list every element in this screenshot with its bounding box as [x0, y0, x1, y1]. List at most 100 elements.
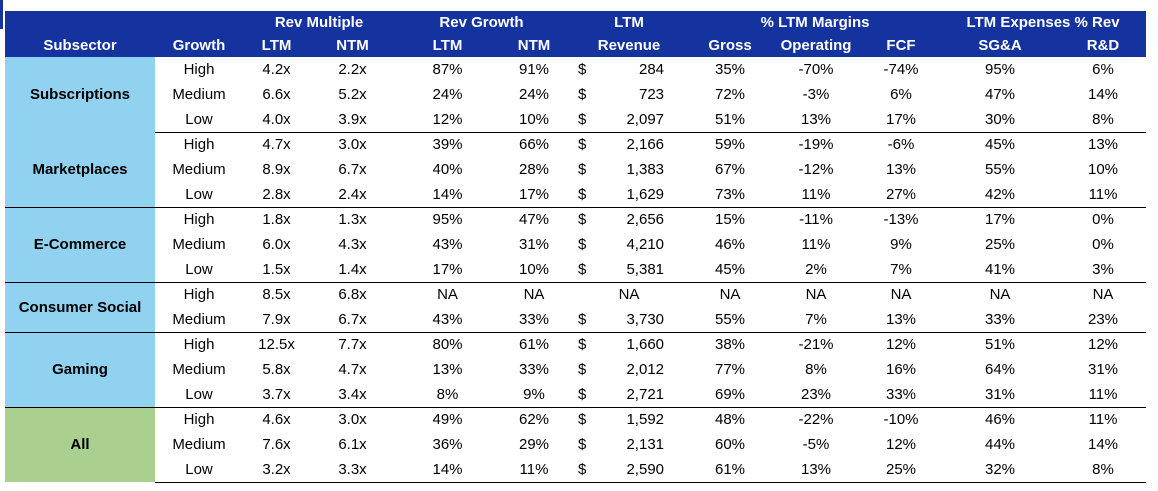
- growth-cell: Low: [185, 185, 213, 203]
- rev-multiple-ntm-cell: 6.8x: [310, 281, 396, 307]
- gross-margin-cell: NA: [690, 281, 771, 307]
- fcf-margin-cell: 16%: [886, 361, 917, 378]
- rd-expense-cell: 12%: [1060, 331, 1147, 357]
- rev-multiple-ltm-cell: 12.5x: [243, 331, 310, 357]
- rd-expense-cell: 10%: [1088, 161, 1119, 178]
- sga-expense-cell: 30%: [985, 110, 1016, 128]
- rev-multiple-ltm-cell: 2.8x: [262, 185, 291, 203]
- revenue-value: 723: [638, 86, 665, 103]
- rd-expense-cell: 23%: [1088, 310, 1119, 328]
- table-row: Subscriptions High 4.2x 2.2x 87% 91% $284 35% -7…: [5, 57, 1146, 132]
- rev-multiple-ntm-cell: 7.7x: [310, 331, 396, 357]
- rev-growth-ltm-cell: 43%: [432, 310, 463, 328]
- currency-symbol: $: [578, 185, 587, 203]
- header-group-rev-growth: Rev Growth: [395, 11, 569, 34]
- currency-symbol: $: [578, 411, 587, 429]
- table-row: Low 3.2x 3.3x 14% 11% $2,590 61% 13% 25% 32% 8%: [5, 457, 1147, 483]
- rev-growth-ltm-cell: 13%: [432, 361, 463, 378]
- ltm-revenue-cell: $2,012: [568, 357, 690, 382]
- sga-expense-cell: 17%: [940, 206, 1061, 232]
- header-group-row: Rev Multiple Rev Growth LTM % LTM Margin…: [5, 11, 1147, 34]
- operating-margin-cell: NA: [770, 281, 863, 307]
- currency-symbol: $: [578, 336, 587, 354]
- rev-growth-ltm-cell: 14%: [432, 185, 463, 203]
- rev-growth-ltm-cell: 36%: [432, 436, 463, 453]
- header-gross: Gross: [690, 34, 771, 57]
- gross-margin-cell: 46%: [715, 236, 746, 253]
- fcf-margin-cell: NA: [862, 281, 941, 307]
- ltm-revenue-wrap: $1,660: [568, 336, 690, 353]
- growth-cell: High: [155, 406, 243, 432]
- rev-growth-ltm-cell: 43%: [432, 236, 463, 253]
- ltm-revenue-wrap: $723: [568, 86, 690, 103]
- rev-multiple-ntm-cell: 2.2x: [338, 61, 367, 78]
- rev-multiple-ntm-cell: 4.7x: [338, 361, 367, 378]
- ltm-revenue-cell: $2,590: [568, 457, 691, 483]
- table-row: Medium 6.6x 5.2x 24% 24% $723 72% -3% 6% 47% 14%: [5, 82, 1146, 107]
- sga-expense-cell: 45%: [940, 131, 1061, 157]
- rev-multiple-ltm-cell: 5.8x: [262, 361, 291, 378]
- gross-margin-cell: 73%: [715, 185, 746, 203]
- ltm-revenue-cell: $723: [568, 82, 690, 107]
- header-rev-multiple-ltm: LTM: [243, 34, 310, 57]
- currency-symbol: $: [578, 136, 587, 154]
- ltm-revenue-cell: $284: [568, 57, 690, 82]
- revenue-value: 5,381: [626, 260, 665, 278]
- operating-margin-cell: -3%: [802, 86, 830, 103]
- rev-growth-ntm-cell: 33%: [519, 310, 550, 328]
- rd-expense-cell: 31%: [1088, 361, 1119, 378]
- rev-multiple-ltm-cell: 3.2x: [243, 457, 310, 483]
- subsector-cell-all: All: [5, 406, 155, 482]
- ltm-revenue-cell: $3,730: [568, 307, 690, 332]
- fcf-margin-cell: 13%: [886, 161, 917, 178]
- currency-symbol: $: [578, 236, 587, 253]
- operating-margin-cell: -21%: [770, 331, 863, 357]
- operating-margin-cell: 13%: [801, 110, 832, 128]
- operating-margin-cell: -5%: [802, 436, 830, 453]
- ltm-revenue-cell: $1,383: [568, 157, 690, 182]
- rev-growth-ltm-cell: 87%: [432, 61, 463, 78]
- rd-expense-cell: 0%: [1092, 236, 1114, 253]
- gross-margin-cell: 15%: [690, 206, 771, 232]
- sga-expense-cell: 47%: [985, 86, 1016, 103]
- operating-margin-cell: 11%: [801, 236, 831, 253]
- ltm-revenue-wrap: $1,383: [568, 161, 690, 178]
- rd-expense-cell: 3%: [1092, 260, 1114, 278]
- fcf-margin-cell: 25%: [862, 457, 941, 483]
- revenue-value: 3,730: [626, 310, 665, 328]
- header-blank-cell: [5, 11, 243, 34]
- table-row: E-Commerce High 1.8x 1.3x 95% 47% $2,656 15% -11…: [5, 206, 1147, 282]
- rev-growth-ntm-cell: 10%: [519, 260, 550, 278]
- rev-growth-ntm-cell: 24%: [519, 86, 550, 103]
- rd-expense-cell: 11%: [1088, 185, 1118, 203]
- gross-margin-cell: 45%: [715, 260, 746, 278]
- operating-margin-cell: -11%: [770, 206, 863, 232]
- sga-expense-cell: 55%: [985, 161, 1016, 178]
- gross-margin-cell: 61%: [690, 457, 771, 483]
- ltm-revenue-cell: $2,721: [568, 382, 690, 407]
- ltm-revenue-wrap: $2,656: [568, 211, 690, 228]
- table-row: Low 3.7x 3.4x 8% 9% $2,721 69% 23% 33% 31% 11%: [5, 382, 1146, 407]
- rev-growth-ltm-cell: 49%: [395, 406, 501, 432]
- table-row: Medium 5.8x 4.7x 13% 33% $2,012 77% 8% 16% 64% 31%: [5, 357, 1146, 382]
- rd-expense-cell: 11%: [1088, 385, 1118, 403]
- rev-growth-ltm-cell: 40%: [432, 161, 463, 178]
- ltm-revenue-cell: $1,629: [568, 182, 690, 207]
- ltm-revenue-cell: $2,131: [568, 432, 690, 457]
- rev-multiple-ltm-cell: 1.5x: [262, 260, 291, 278]
- header-growth: Growth: [155, 34, 243, 57]
- rev-growth-ntm-cell: 11%: [500, 457, 569, 483]
- sga-expense-cell: 32%: [940, 457, 1061, 483]
- currency-symbol: $: [578, 385, 587, 403]
- rev-growth-ntm-cell: 62%: [500, 406, 569, 432]
- header-rev-growth-ltm: LTM: [395, 34, 501, 57]
- currency-symbol: $: [578, 361, 587, 378]
- table-row: Consumer Social High 8.5x 6.8x NA NA NA NA NA NA N…: [5, 281, 1147, 332]
- subsector-cell-marketplaces: Marketplaces: [5, 132, 155, 207]
- ltm-revenue-cell: $1,592: [568, 406, 691, 432]
- ltm-revenue-cell: $2,097: [568, 107, 690, 132]
- rd-expense-cell: 13%: [1060, 131, 1147, 157]
- currency-symbol: $: [578, 310, 587, 328]
- rd-expense-cell: 6%: [1092, 61, 1114, 78]
- rev-multiple-ntm-cell: 3.3x: [310, 457, 396, 483]
